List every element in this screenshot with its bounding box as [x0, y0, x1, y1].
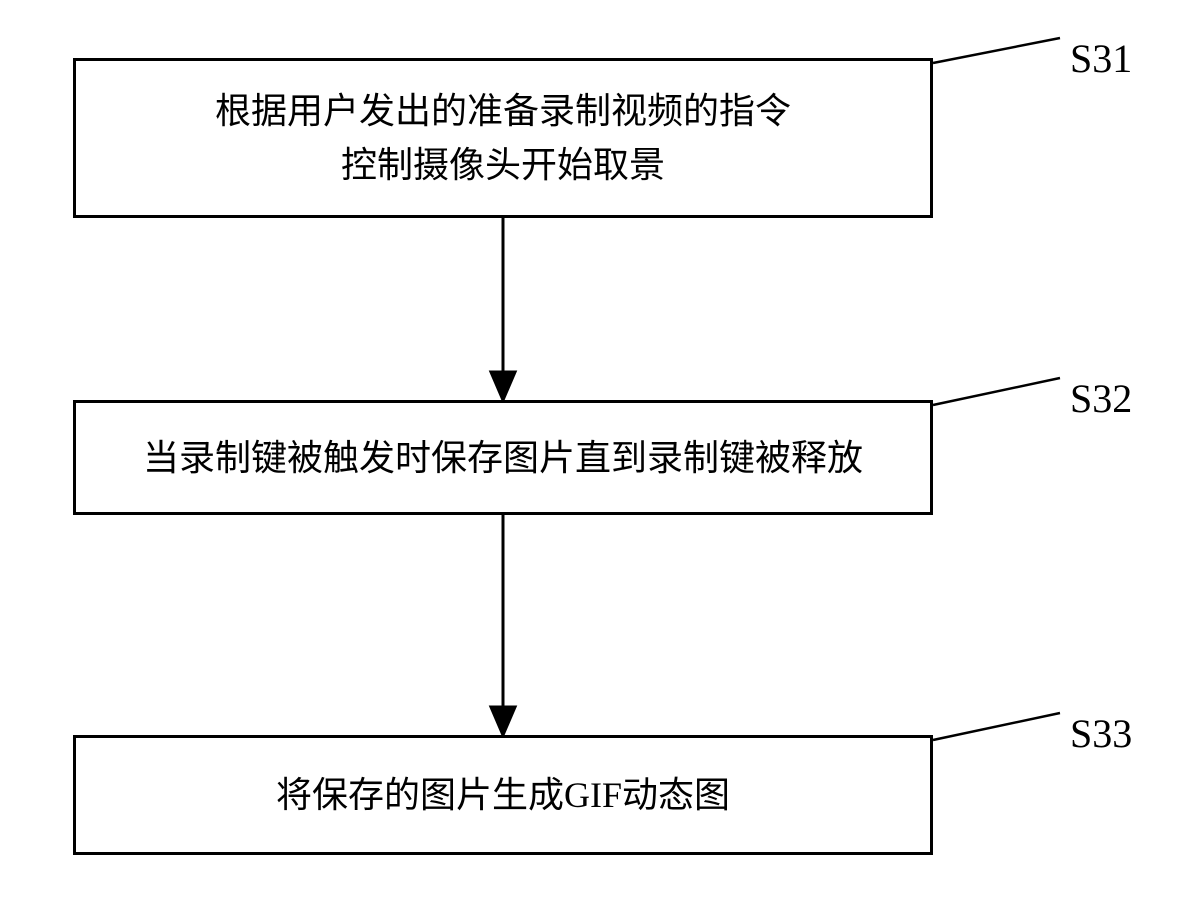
label-s33: S33 — [1070, 710, 1132, 757]
flowchart-canvas: 根据用户发出的准备录制视频的指令 控制摄像头开始取景 S31 当录制键被触发时保… — [0, 0, 1201, 924]
leader-s33 — [0, 0, 1201, 924]
